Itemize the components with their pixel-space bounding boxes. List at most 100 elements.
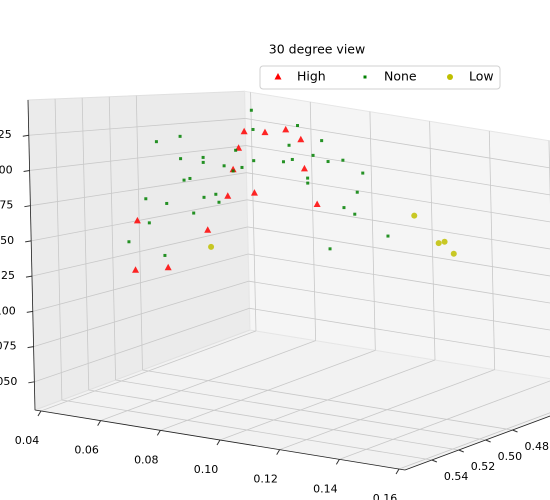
z-tick-label: 0.225 [0, 128, 12, 141]
grid-line [247, 226, 550, 277]
point [224, 192, 232, 199]
back-pane [244, 90, 550, 380]
legend-label: None [384, 69, 417, 84]
grid-line [34, 307, 250, 383]
point [300, 164, 308, 172]
point [252, 159, 256, 163]
y-tick [458, 449, 464, 453]
z-tick [24, 205, 31, 208]
point [127, 240, 131, 244]
point [188, 176, 192, 180]
z-tick [22, 134, 29, 137]
point [450, 250, 457, 257]
grid-line [81, 97, 90, 391]
y-tick-label: 0.54 [444, 470, 469, 483]
point [234, 148, 238, 152]
legend-label: High [297, 69, 326, 84]
point [222, 164, 226, 168]
y-tick [512, 429, 518, 433]
grid-line [142, 369, 513, 431]
point [249, 108, 253, 112]
point [287, 143, 291, 147]
y-tick-label: 0.48 [525, 440, 550, 453]
x-tick [156, 430, 161, 436]
grid-line [135, 95, 143, 371]
z-tick-label: 0.075 [0, 340, 17, 353]
grid-line [248, 280, 550, 331]
point [341, 158, 345, 162]
point [281, 160, 285, 164]
x-tick-label: 0.16 [373, 492, 398, 500]
point [192, 211, 196, 215]
x-tick [216, 439, 221, 446]
point [261, 128, 269, 136]
point [313, 200, 321, 207]
chart-title: 30 degree view [269, 42, 365, 57]
z-tick-label: 0.200 [0, 163, 13, 176]
point [355, 190, 359, 194]
point [165, 201, 169, 205]
point [179, 157, 183, 161]
point [133, 216, 141, 224]
x-tick-label: 0.06 [74, 444, 99, 457]
point [182, 178, 186, 182]
y-tick-label: 0.50 [498, 450, 523, 463]
y-tick [485, 439, 491, 443]
point [164, 263, 172, 271]
point [328, 247, 332, 251]
z-tick [28, 381, 35, 384]
x-tick-label: 0.10 [194, 463, 219, 476]
point [311, 153, 315, 157]
point [411, 212, 418, 219]
point [290, 157, 294, 161]
point [144, 197, 148, 201]
grid-line [246, 199, 550, 250]
point [326, 160, 330, 164]
point [240, 165, 244, 169]
legend-marker [363, 75, 367, 79]
x-tick [97, 420, 102, 426]
point [297, 135, 305, 143]
point [361, 171, 365, 175]
grid-line [369, 111, 376, 351]
grid-line [32, 253, 249, 312]
z-tick-label: 0.175 [0, 199, 13, 212]
point [353, 212, 357, 216]
grid-line [61, 399, 432, 461]
x-tick [335, 459, 340, 465]
y-axis [404, 415, 550, 471]
point [132, 266, 140, 273]
point [204, 226, 212, 233]
point [282, 125, 290, 133]
point [231, 169, 235, 173]
point [306, 176, 310, 180]
point [178, 134, 182, 138]
grid-line [33, 280, 250, 347]
legend-marker [274, 73, 282, 80]
grid-line [245, 145, 550, 196]
point [320, 139, 324, 143]
point [229, 165, 237, 173]
z-tick-label: 0.050 [0, 375, 17, 388]
z-tick [25, 240, 32, 243]
grid-line [429, 121, 436, 361]
grid-line [28, 118, 246, 136]
legend-marker [447, 74, 453, 80]
point [154, 140, 158, 144]
x-tick-label: 0.12 [253, 473, 278, 486]
point [202, 195, 206, 199]
grid-line [54, 98, 63, 401]
point [296, 124, 300, 128]
y-tick [431, 459, 438, 463]
point [251, 127, 255, 131]
grid-line [488, 130, 496, 370]
grid-line [309, 101, 317, 341]
x-tick-label: 0.08 [134, 453, 159, 466]
point [147, 221, 151, 225]
point [306, 181, 310, 185]
z-tick-label: 0.100 [0, 304, 16, 317]
point [214, 192, 218, 196]
x-tick [276, 449, 281, 455]
x-tick [37, 410, 42, 417]
